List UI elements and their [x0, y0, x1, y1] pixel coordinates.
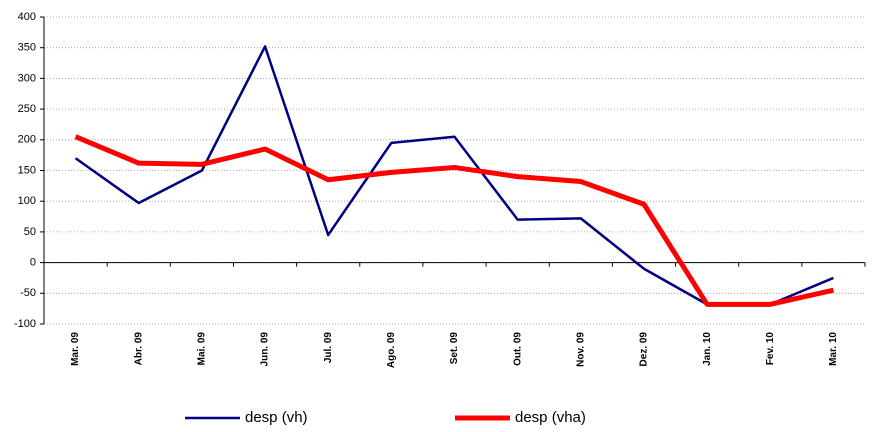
y-tick-label: 200: [18, 134, 36, 146]
x-tick-label: Ago. 09: [386, 332, 397, 369]
y-tick-label: -100: [14, 318, 36, 330]
x-tick-label: Mai. 09: [197, 332, 208, 366]
x-tick-label: Nov. 09: [575, 332, 586, 367]
legend-label: desp (vha): [515, 409, 586, 426]
x-tick-label: Set. 09: [449, 332, 460, 365]
series-line: [74, 134, 834, 307]
x-tick-label: Mar. 09: [70, 332, 81, 366]
x-tick-label: Jun. 09: [260, 332, 271, 367]
x-tick-label: Jul. 09: [323, 332, 334, 364]
x-tick-label: Mar. 10: [828, 332, 839, 366]
series-line: [74, 45, 834, 306]
y-tick-label: 150: [18, 164, 36, 176]
y-tick-label: 0: [30, 257, 36, 269]
x-tick-label: Jan. 10: [702, 332, 713, 366]
y-tick-label: 50: [24, 226, 36, 238]
y-tick-label: 300: [18, 72, 36, 84]
x-tick-label: Out. 09: [512, 332, 523, 366]
y-tick-label: 250: [18, 103, 36, 115]
y-tick-label: 400: [18, 11, 36, 23]
legend-label: desp (vh): [245, 409, 308, 426]
y-tick-label: -50: [20, 287, 36, 299]
x-tick-label: Fev. 10: [765, 332, 776, 366]
y-tick-label: 350: [18, 42, 36, 54]
y-tick-label: 100: [18, 195, 36, 207]
x-tick-label: Abr. 09: [133, 332, 144, 366]
x-tick-label: Dez. 09: [639, 332, 650, 367]
